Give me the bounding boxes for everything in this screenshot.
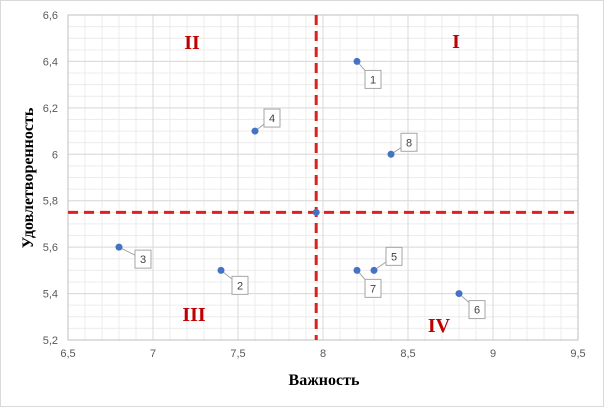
y-tick-label: 5,4 [43, 289, 58, 301]
data-label-7: 7 [370, 283, 376, 295]
y-tick-label: 6,6 [43, 10, 58, 22]
data-point-3 [115, 243, 123, 251]
data-label-box [400, 132, 418, 152]
data-label-box [134, 249, 152, 269]
data-label-5: 5 [391, 251, 397, 263]
data-point-2 [217, 266, 225, 274]
quadrant-label-IV: IV [428, 315, 451, 337]
data-label-6: 6 [474, 305, 480, 317]
data-point-7 [353, 266, 361, 274]
data-label-box [468, 300, 486, 320]
quadrant-labels: I II III IV [182, 31, 460, 337]
y-tick-label: 5,6 [43, 242, 58, 254]
data-point-4 [251, 127, 259, 135]
quadrant-label-I: I [452, 31, 460, 53]
data-label-box [231, 275, 249, 295]
tick-labels: 6,5 7 7,5 8 8,5 9 9,5 5,2 5,4 5,6 5,8 6 6,2 6,4 6,6 [43, 10, 586, 360]
data-label-2: 2 [237, 280, 243, 292]
data-label-box [385, 246, 403, 266]
data-label-4: 4 [269, 113, 275, 125]
quadrant-dividers [68, 15, 578, 340]
y-axis-title: Удовлетворенность [20, 107, 37, 248]
y-tick-label: 5,8 [43, 196, 58, 208]
x-tick-label: 7,5 [230, 348, 245, 360]
data-label-box [364, 69, 382, 89]
center-point-marker [312, 208, 320, 216]
data-point-8 [387, 150, 395, 158]
data-label-1: 1 [370, 74, 376, 86]
data-point-6 [455, 290, 463, 298]
data-label-box [263, 108, 281, 128]
y-tick-label: 6,2 [43, 103, 58, 115]
x-axis-title: Важность [289, 372, 360, 389]
plot-area-border [67, 14, 579, 341]
data-point-5 [370, 266, 378, 274]
data-label-8: 8 [406, 137, 412, 149]
y-tick-label: 6,4 [43, 56, 58, 68]
y-tick-label: 6 [52, 149, 58, 161]
x-tick-label: 6,5 [60, 348, 75, 360]
x-tick-label: 9,5 [570, 348, 585, 360]
x-tick-label: 8,5 [400, 348, 415, 360]
quadrant-label-III: III [182, 304, 206, 326]
x-tick-label: 9 [490, 348, 496, 360]
quadrant-label-II: II [184, 32, 200, 54]
y-tick-label: 5,2 [43, 335, 58, 347]
data-label-3: 3 [140, 254, 146, 266]
x-tick-label: 8 [320, 348, 326, 360]
grid-lines [67, 14, 579, 341]
x-tick-label: 7 [150, 348, 156, 360]
data-label-box [364, 278, 382, 298]
data-points: 1 2 3 4 5 6 7 8 [115, 57, 486, 320]
data-point-1 [353, 57, 361, 65]
